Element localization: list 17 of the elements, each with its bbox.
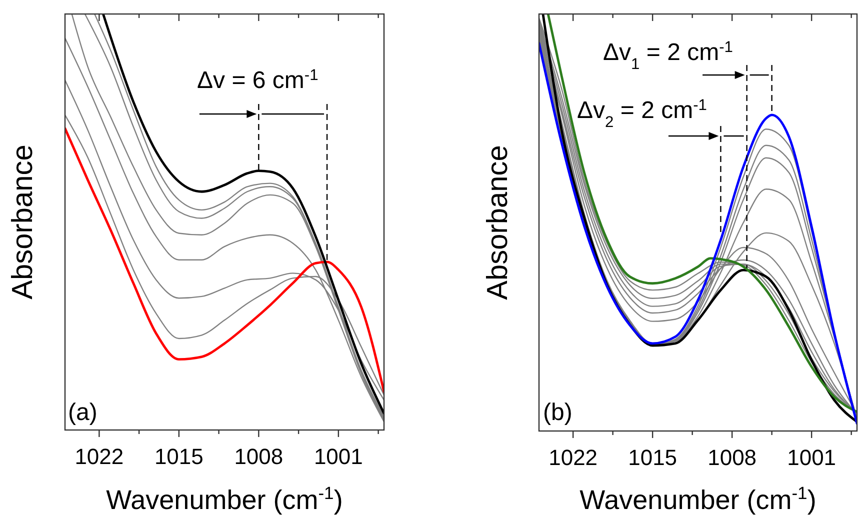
- annotation: (b): [543, 399, 572, 426]
- x-tick-label: 1008: [234, 444, 284, 469]
- x-tick-label: 1008: [708, 445, 757, 470]
- y-axis-title: Absorbance: [482, 145, 514, 300]
- x-tick-label: 1001: [314, 444, 363, 469]
- x-tick-label: 1022: [74, 444, 124, 469]
- annotation: Δv = 6 cm$^{-1}$: [197, 66, 318, 94]
- y-axis-title: Absorbance: [7, 144, 39, 300]
- annotation: Δv$_{2}$ = 2 cm$^{-1}$: [577, 96, 707, 130]
- x-axis-title: Wavenumber (cm$^{-1}$): [106, 483, 343, 515]
- x-tick-label: 1015: [154, 444, 204, 469]
- annotation: (a): [68, 399, 98, 426]
- x-tick-label: 1001: [787, 445, 836, 470]
- x-tick-label: 1015: [628, 445, 678, 470]
- x-axis-title: Wavenumber (cm$^{-1}$): [580, 483, 816, 515]
- x-tick-label: 1022: [548, 445, 598, 470]
- annotation: Δv$_{1}$ = 2 cm$^{-1}$: [603, 38, 733, 72]
